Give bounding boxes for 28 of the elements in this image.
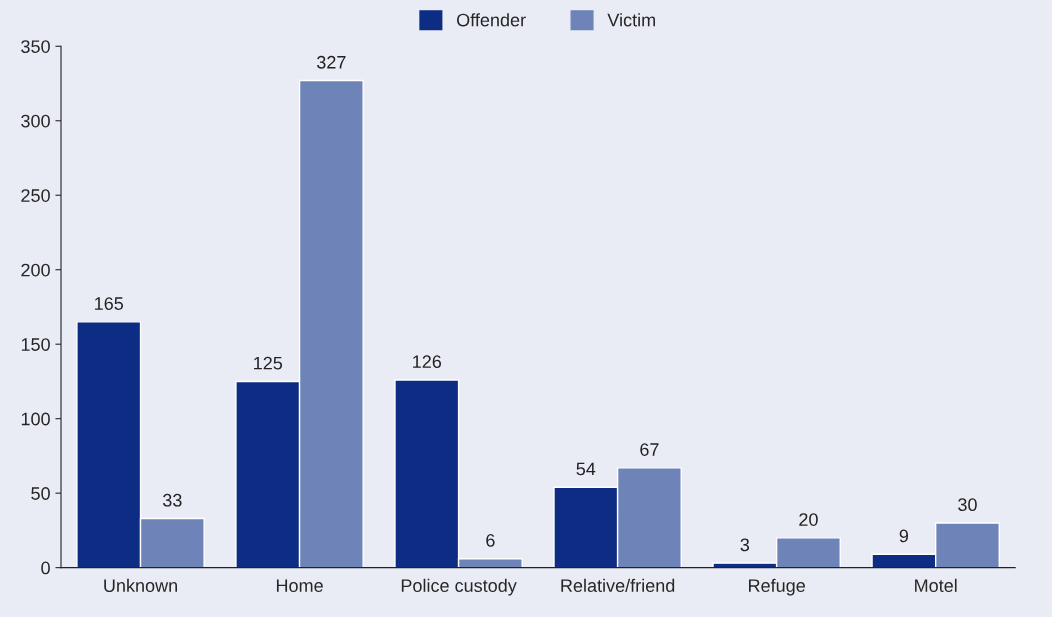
x-tick-label: Home [276,579,323,593]
x-tick-label: Relative/friend [561,578,675,593]
y-tick-label: 250 [21,189,50,202]
data-label: 67 [640,443,659,456]
legend-label: Victim [607,13,655,27]
y-tick-label: 350 [21,40,50,53]
data-label: 9 [899,529,909,543]
data-label: 327 [316,55,346,69]
data-label: 30 [958,498,977,512]
legend-label: Offender [457,13,526,27]
x-tick-label: Refuge [749,578,805,596]
x-tick-label: Motel [915,578,957,593]
y-tick-label: 200 [21,263,50,277]
data-label: 54 [576,462,596,476]
y-tick-label: 0 [41,561,50,575]
y-tick-label: 100 [21,412,50,426]
data-label: 126 [413,355,442,369]
y-tick-label: 300 [21,114,50,128]
data-label: 6 [486,534,495,547]
y-tick-label: 150 [21,338,50,351]
data-label: 3 [740,538,750,552]
data-label: 20 [799,513,818,526]
data-label: 165 [95,297,124,310]
y-tick-label: 50 [31,487,50,500]
x-tick-label: Police custody [401,578,517,596]
data-label: 33 [162,493,182,507]
x-tick-label: Unknown [104,578,177,593]
data-label: 125 [254,356,283,370]
